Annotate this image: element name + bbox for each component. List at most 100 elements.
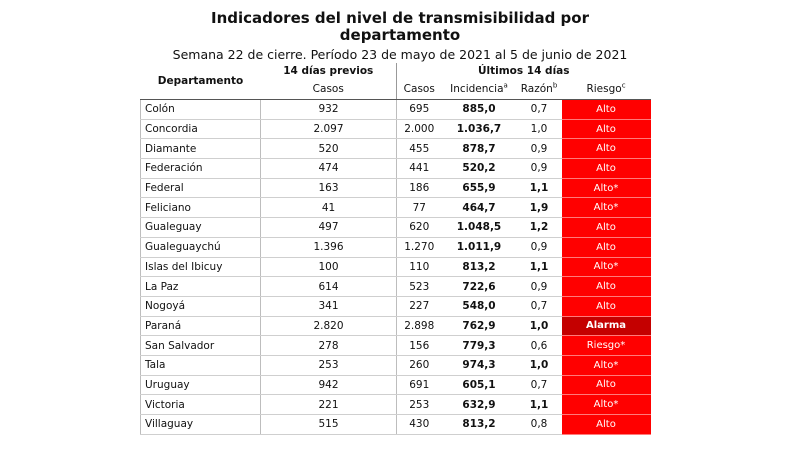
cell-casos: 260 (396, 355, 442, 376)
cell-casos: 110 (396, 257, 442, 278)
cell-casos-previos: 100 (260, 257, 397, 278)
cell-riesgo: Alarma (561, 316, 651, 337)
cell-departamento: Uruguay (140, 375, 261, 396)
cell-casos: 156 (396, 335, 442, 356)
cell-incidencia: 548,0 (441, 296, 517, 317)
cell-riesgo: Alto (561, 138, 651, 160)
header-incidencia-label: Incidencia (450, 83, 504, 95)
table-row: Gualeguay 497 620 1.048,5 1,2 Alto (140, 217, 651, 238)
cell-casos: 695 (396, 99, 442, 120)
cell-casos: 1.270 (396, 237, 442, 258)
table-row: Diamante 520 455 878,7 0,9 Alto (140, 138, 651, 160)
header-razon-footnote: b (552, 81, 558, 90)
header-riesgo-label: Riesgo (586, 83, 622, 95)
cell-razon: 1,0 (516, 119, 562, 140)
table-row: Feliciano 41 77 464,7 1,9 Alto* (140, 197, 651, 219)
cell-incidencia: 1.036,7 (441, 119, 517, 140)
table-body: Colón 932 695 885,0 0,7 Alto Concordia 2.097 2.… (140, 99, 651, 435)
cell-incidencia: 813,2 (441, 414, 517, 435)
table-row: San Salvador 278 156 779,3 0,6 Riesgo* (140, 335, 651, 356)
cell-departamento: Victoria (140, 394, 261, 415)
table-row: Paraná 2.820 2.898 762,9 1,0 Alarma (140, 316, 651, 337)
table-row: La Paz 614 523 722,6 0,9 Alto (140, 276, 651, 297)
header-riesgo: Riesgoc (561, 79, 651, 100)
cell-incidencia: 605,1 (441, 375, 517, 396)
cell-departamento: Diamante (140, 138, 261, 160)
cell-riesgo: Alto* (561, 197, 651, 219)
table-row: Villaguay 515 430 813,2 0,8 Alto (140, 414, 651, 435)
cell-razon: 1,1 (516, 178, 562, 199)
cell-casos: 430 (396, 414, 442, 435)
cell-razon: 0,8 (516, 414, 562, 435)
cell-incidencia: 878,7 (441, 138, 517, 160)
cell-riesgo: Alto (561, 414, 651, 435)
cell-departamento: Gualeguay (140, 217, 261, 238)
cell-riesgo: Alto* (561, 178, 651, 199)
cell-razon: 1,1 (516, 257, 562, 278)
cell-casos: 2.898 (396, 316, 442, 337)
report-subtitle: Semana 22 de cierre. Período 23 de mayo … (172, 47, 628, 62)
cell-razon: 1,0 (516, 355, 562, 376)
cell-casos: 227 (396, 296, 442, 317)
cell-incidencia: 632,9 (441, 394, 517, 415)
cell-departamento: La Paz (140, 276, 261, 297)
cell-incidencia: 464,7 (441, 197, 517, 219)
cell-riesgo: Alto (561, 119, 651, 140)
cell-casos: 2.000 (396, 119, 442, 140)
cell-departamento: Paraná (140, 316, 261, 337)
header-ultimos-14-dias: Últimos 14 días (477, 65, 570, 77)
cell-casos-previos: 932 (260, 99, 397, 120)
header-casos: Casos (396, 79, 442, 100)
cell-riesgo: Alto (561, 217, 651, 238)
cell-casos-previos: 341 (260, 296, 397, 317)
cell-departamento: Nogoyá (140, 296, 261, 317)
header-riesgo-footnote: c (621, 81, 626, 90)
cell-razon: 0,9 (516, 158, 562, 179)
cell-casos-previos: 614 (260, 276, 397, 297)
cell-incidencia: 1.048,5 (441, 217, 517, 238)
cell-incidencia: 974,3 (441, 355, 517, 376)
cell-incidencia: 1.011,9 (441, 237, 517, 258)
cell-casos: 455 (396, 138, 442, 160)
cell-casos-previos: 520 (260, 138, 397, 160)
cell-riesgo: Alto (561, 158, 651, 179)
table-row: Tala 253 260 974,3 1,0 Alto* (140, 355, 651, 376)
cell-riesgo: Alto (561, 237, 651, 258)
cell-departamento: Federal (140, 178, 261, 199)
table-row: Islas del Ibicuy 100 110 813,2 1,1 Alto* (140, 257, 651, 278)
cell-razon: 0,7 (516, 375, 562, 396)
cell-razon: 0,7 (516, 296, 562, 317)
cell-razon: 0,6 (516, 335, 562, 356)
cell-razon: 0,9 (516, 237, 562, 258)
cell-incidencia: 813,2 (441, 257, 517, 278)
cell-departamento: Islas del Ibicuy (140, 257, 261, 278)
table-row: Federal 163 186 655,9 1,1 Alto* (140, 178, 651, 199)
cell-departamento: Concordia (140, 119, 261, 140)
cell-razon: 0,9 (516, 138, 562, 160)
header-razon-label: Razón (520, 83, 553, 95)
cell-casos-previos: 278 (260, 335, 397, 356)
cell-casos: 441 (396, 158, 442, 179)
table-row: Colón 932 695 885,0 0,7 Alto (140, 99, 651, 120)
table-row: Victoria 221 253 632,9 1,1 Alto* (140, 394, 651, 415)
cell-casos-previos: 474 (260, 158, 397, 179)
cell-departamento: Gualeguaychú (140, 237, 261, 258)
cell-razon: 1,0 (516, 316, 562, 337)
cell-casos-previos: 253 (260, 355, 397, 376)
cell-razon: 0,9 (516, 276, 562, 297)
cell-riesgo: Alto (561, 99, 651, 120)
cell-casos: 523 (396, 276, 442, 297)
cell-razon: 1,2 (516, 217, 562, 238)
table-row: Concordia 2.097 2.000 1.036,7 1,0 Alto (140, 119, 651, 140)
cell-casos: 691 (396, 375, 442, 396)
cell-casos-previos: 2.097 (260, 119, 397, 140)
table-row: Federación 474 441 520,2 0,9 Alto (140, 158, 651, 179)
cell-casos: 77 (396, 197, 442, 219)
cell-razon: 1,1 (516, 394, 562, 415)
cell-casos: 620 (396, 217, 442, 238)
cell-riesgo: Alto (561, 276, 651, 297)
cell-razon: 0,7 (516, 99, 562, 120)
cell-casos-previos: 942 (260, 375, 397, 396)
table-row: Nogoyá 341 227 548,0 0,7 Alto (140, 296, 651, 317)
cell-departamento: Tala (140, 355, 261, 376)
